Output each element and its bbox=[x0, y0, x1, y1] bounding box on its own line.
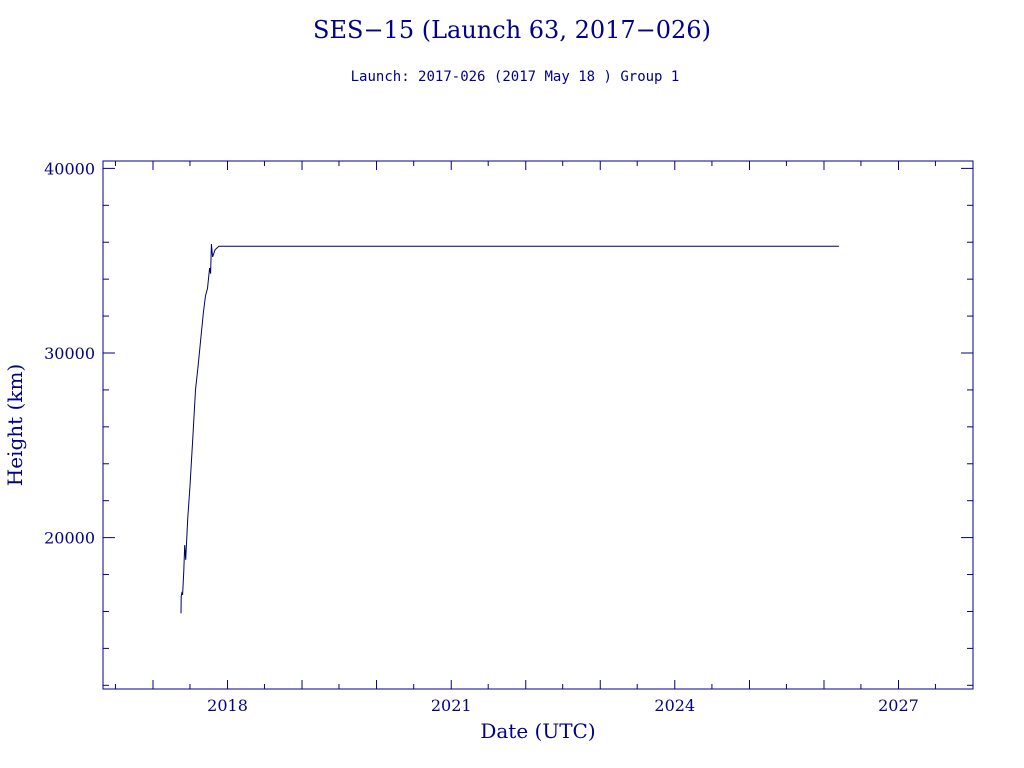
y-tick-label: 30000 bbox=[44, 344, 95, 363]
x-tick-label: 2021 bbox=[431, 696, 472, 715]
plot-frame bbox=[102, 160, 974, 690]
x-axis-label: Date (UTC) bbox=[480, 719, 595, 743]
x-tick-label: 2024 bbox=[654, 696, 695, 715]
y-tick-label: 20000 bbox=[44, 529, 95, 548]
axis-ticks bbox=[103, 161, 974, 689]
y-axis-label: Height (km) bbox=[3, 364, 27, 486]
x-tick-label: 2018 bbox=[207, 696, 248, 715]
tick-labels: 2018 2021 2024 2027 20000 30000 40000 bbox=[44, 159, 919, 715]
chart-title: SES−15 (Launch 63, 2017−026) bbox=[313, 16, 711, 44]
series-line bbox=[180, 244, 839, 614]
x-tick-label: 2027 bbox=[878, 696, 919, 715]
chart-subtitle: Launch: 2017-026 (2017 May 18 ) Group 1 bbox=[351, 69, 680, 85]
y-tick-label: 40000 bbox=[44, 159, 95, 178]
